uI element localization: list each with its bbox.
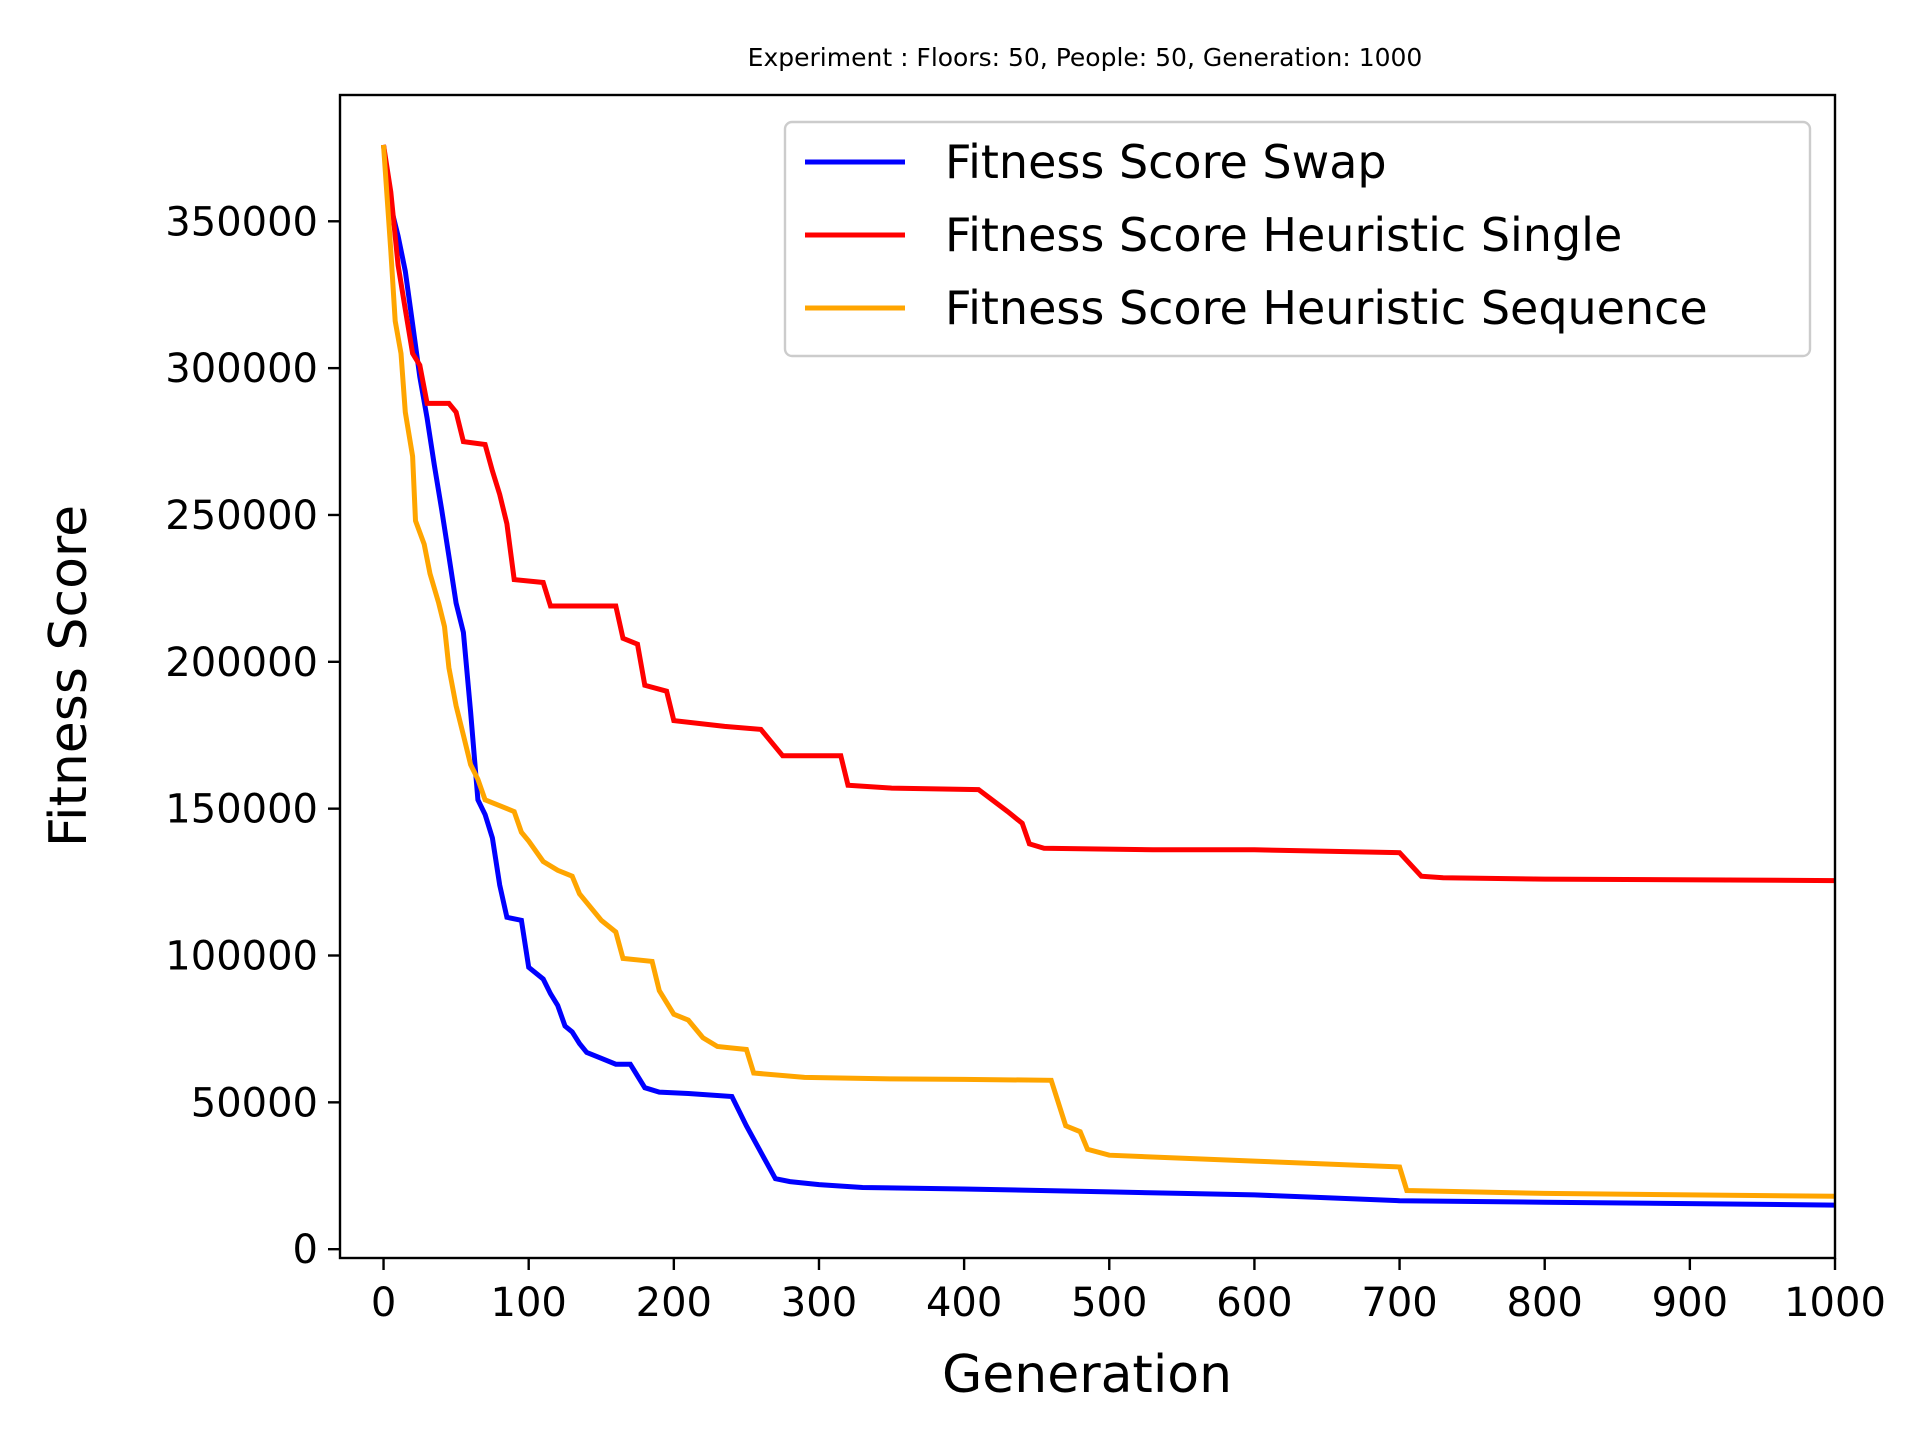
chart-title: Experiment : Floors: 50, People: 50, Gen… bbox=[748, 43, 1423, 72]
series-line-2 bbox=[381, 144, 1836, 884]
x-tick-label: 400 bbox=[926, 1280, 1002, 1326]
x-tick-label: 0 bbox=[371, 1280, 396, 1326]
x-tick-label: 100 bbox=[491, 1280, 567, 1326]
x-tick-label: 700 bbox=[1361, 1280, 1437, 1326]
legend-box bbox=[783, 120, 1812, 358]
y-axis: 0 50000 100000 150000 200000 250000 300000 3500… bbox=[165, 199, 340, 1273]
series-line-3 bbox=[381, 144, 1836, 1199]
y-tick-label: 150000 bbox=[165, 787, 318, 833]
x-tick-label: 600 bbox=[1216, 1280, 1292, 1326]
legend-label: Fitness Score Swap bbox=[945, 135, 1387, 189]
y-tick-label: 250000 bbox=[165, 493, 318, 539]
series-line-1 bbox=[381, 144, 1836, 1208]
x-axis-label: Generation bbox=[942, 1345, 1232, 1405]
legend-items: Fitness Score Swap Fitness Score Heuristi… bbox=[805, 135, 1708, 335]
legend: Fitness Score Swap Fitness Score Heuristi… bbox=[783, 120, 1812, 358]
y-tick-label: 0 bbox=[293, 1227, 318, 1273]
y-tick-label: 350000 bbox=[165, 199, 318, 245]
x-tick-label: 200 bbox=[636, 1280, 712, 1326]
legend-label: Fitness Score Heuristic Single bbox=[945, 208, 1622, 262]
y-tick-label: 100000 bbox=[165, 934, 318, 980]
x-tick-label: 1000 bbox=[1784, 1280, 1886, 1326]
y-tick-label: 300000 bbox=[165, 346, 318, 392]
x-tick-label: 500 bbox=[1071, 1280, 1147, 1326]
y-tick-label: 50000 bbox=[191, 1080, 318, 1126]
y-tick-label: 200000 bbox=[165, 640, 318, 686]
plot-frame bbox=[338, 93, 1837, 1260]
x-axis: 0 100 200 300 400 500 600 700 800 900 1000 bbox=[371, 1258, 1886, 1326]
y-axis-label: Fitness Score bbox=[39, 505, 99, 847]
series-lines bbox=[381, 144, 1836, 1208]
legend-label: Fitness Score Heuristic Sequence bbox=[945, 281, 1708, 335]
x-tick-label: 300 bbox=[781, 1280, 857, 1326]
x-tick-label: 800 bbox=[1507, 1280, 1583, 1326]
x-tick-label: 900 bbox=[1652, 1280, 1728, 1326]
